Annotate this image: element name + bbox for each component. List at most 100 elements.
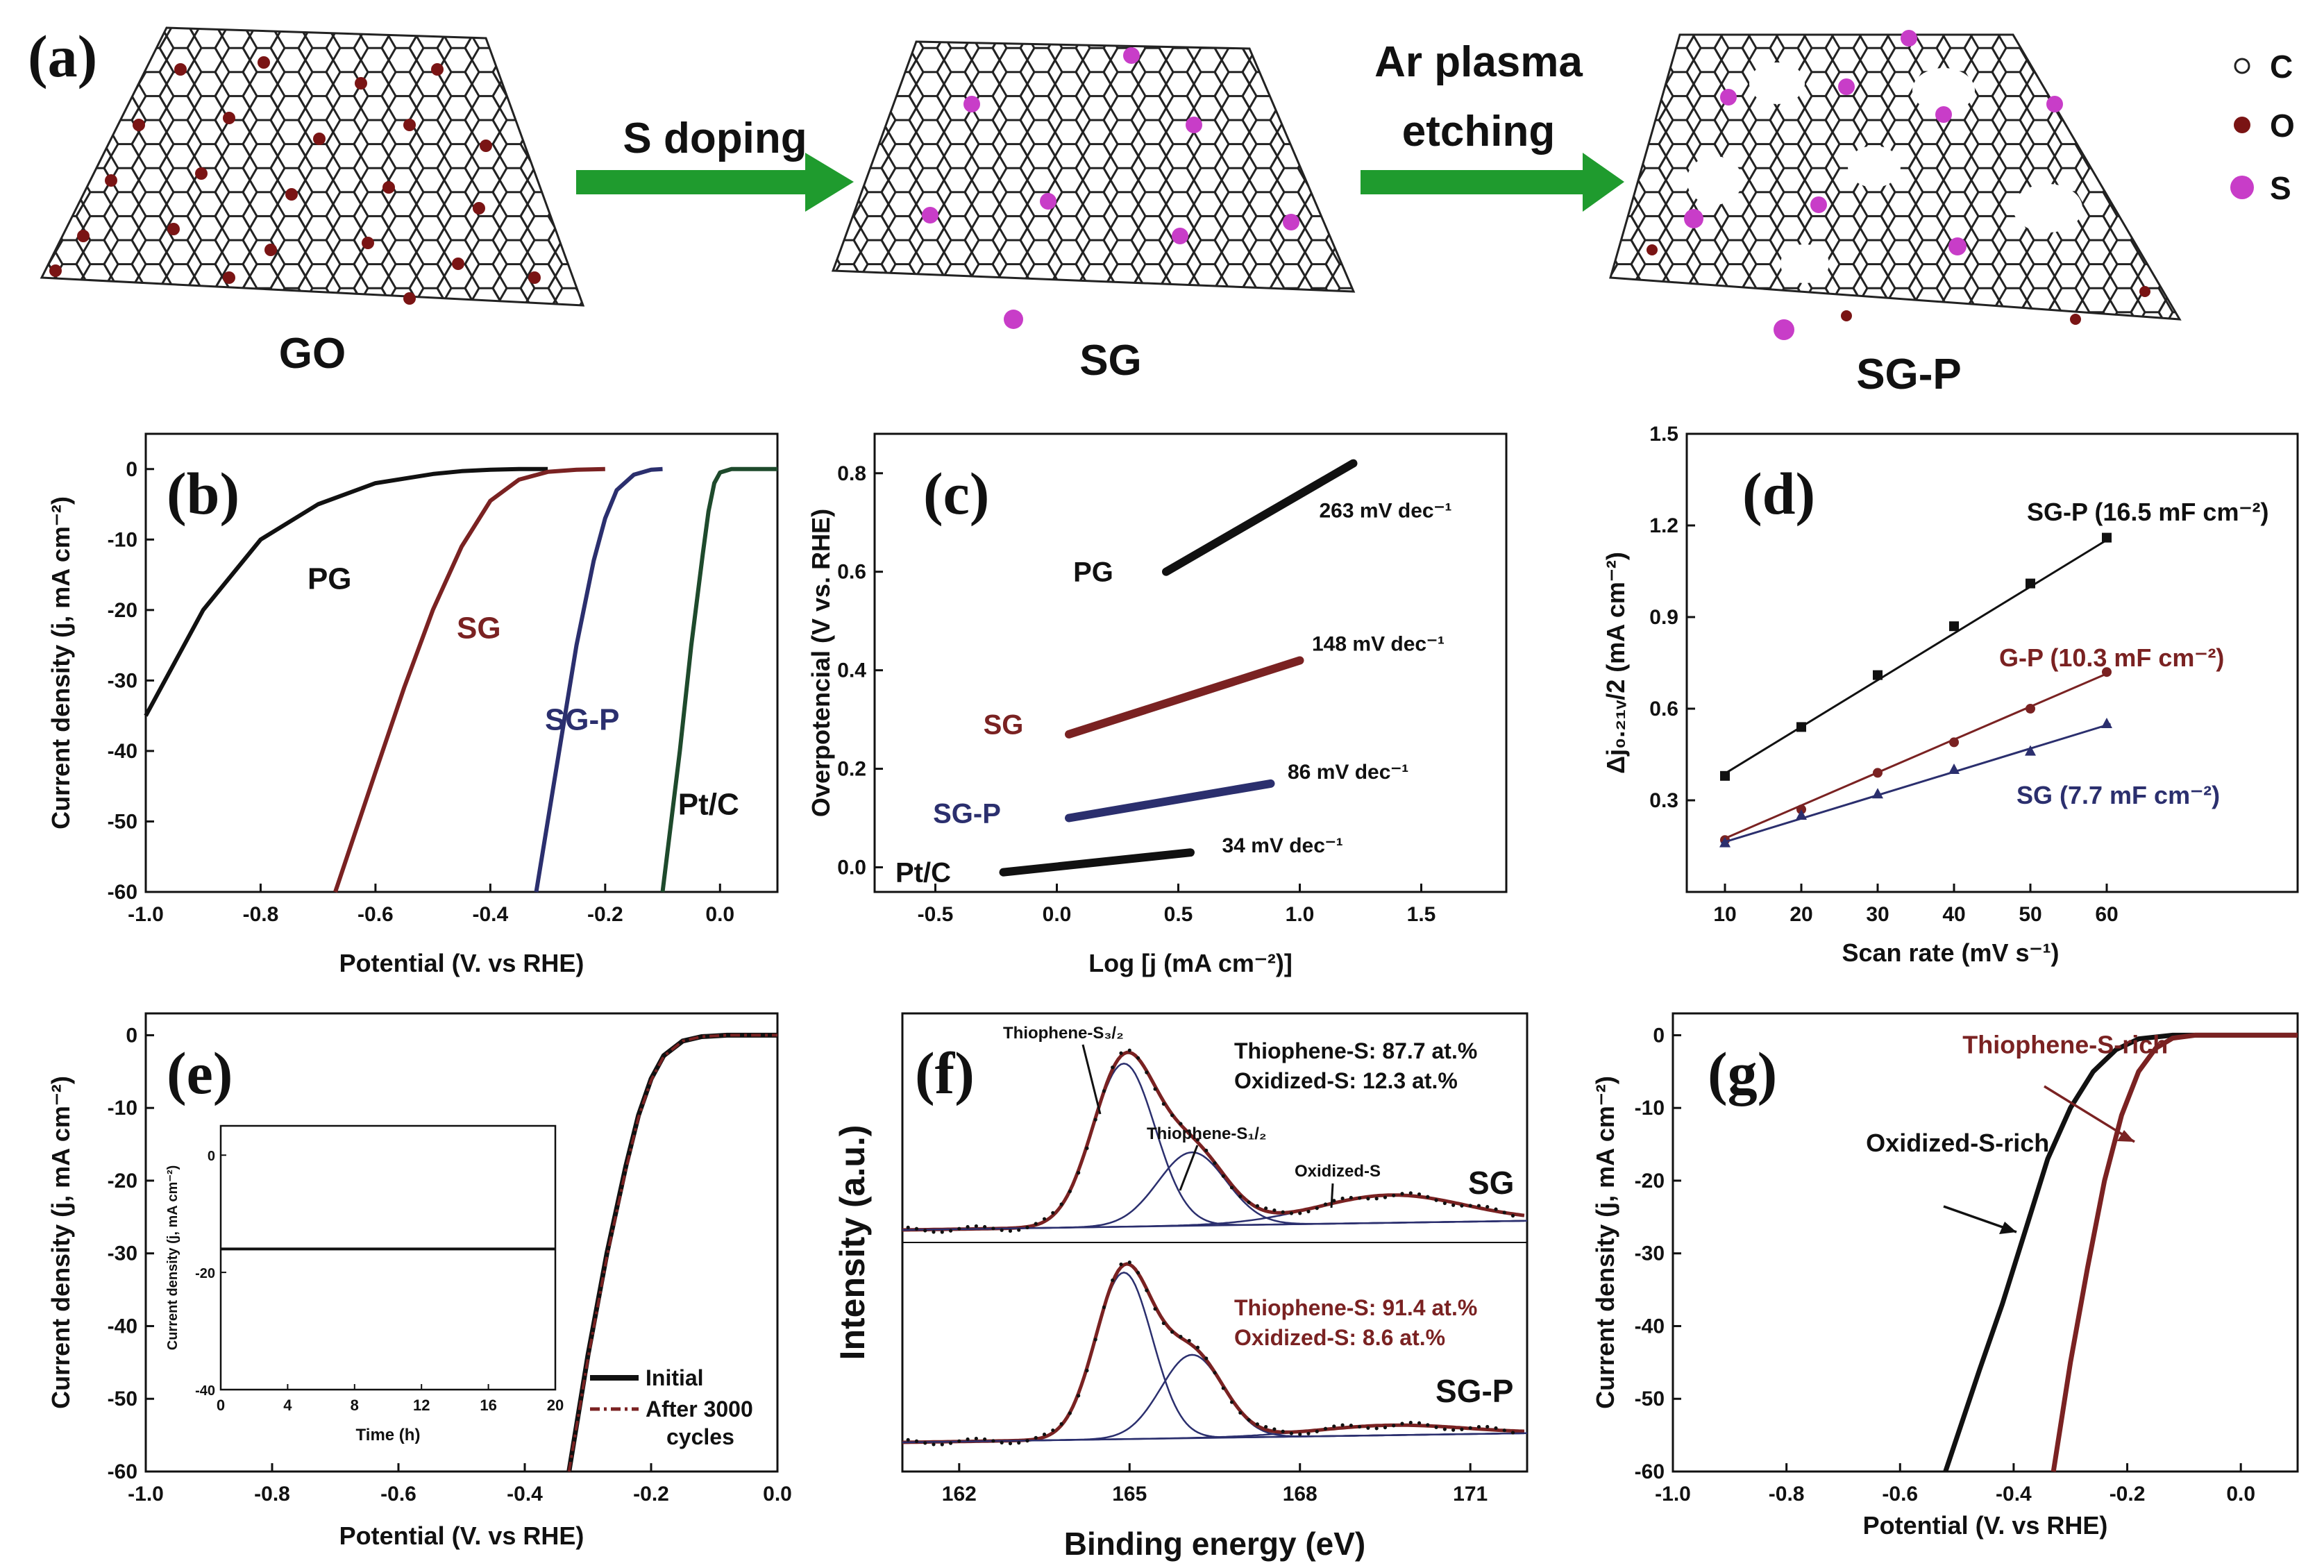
data-point	[1238, 1195, 1243, 1199]
data-point	[991, 1226, 995, 1231]
data-point	[1051, 1211, 1055, 1215]
data-point	[2102, 667, 2112, 677]
data-point	[957, 1226, 961, 1231]
data-point	[1434, 1198, 1438, 1202]
data-point	[1720, 770, 1730, 781]
data-point	[1281, 1210, 1285, 1214]
data-point	[1179, 1122, 1183, 1126]
x-tick-label: -0.2	[2110, 1483, 2146, 1506]
sgp-thiophene-fraction: Thiophene-S: 91.4 at.%	[1234, 1295, 1477, 1320]
fit-envelope	[902, 1262, 1524, 1444]
data-point	[1229, 1400, 1234, 1404]
panel-g-annotations: Oxidized-S-rich Thiophene-S-rich	[1866, 1031, 2168, 1157]
data-point	[914, 1226, 919, 1231]
panel-b-series	[144, 466, 777, 893]
data-point	[1476, 1204, 1481, 1208]
y-tick-label: -30	[108, 1242, 137, 1265]
y-tick-label: -10	[108, 1097, 137, 1120]
x-tick-label: 0.0	[2226, 1483, 2255, 1506]
panel-b-yticks: 0 -10 -20 -30 -40 -50 -60	[108, 458, 154, 904]
panel-c-ylabel: Overpotencial (V vs. RHE)	[807, 509, 835, 817]
y-tick-label: 0	[1653, 1024, 1665, 1047]
fit-line	[1721, 723, 2111, 845]
data-point	[1323, 1426, 1328, 1431]
panel-b-frame	[144, 432, 779, 893]
data-point	[1264, 1424, 1268, 1429]
x-tick-label: -0.6	[380, 1483, 416, 1506]
legend-c: C	[2270, 49, 2293, 85]
series-line-ptc	[660, 466, 777, 893]
arrow1-label: S doping	[623, 115, 807, 162]
data-point	[2025, 745, 2036, 756]
data-point	[1111, 1278, 1115, 1283]
panel-c-series	[999, 459, 1358, 877]
tafel-line	[1065, 656, 1304, 739]
data-point	[1093, 1118, 1097, 1122]
data-point	[1374, 1197, 1379, 1201]
arrow-thiophene-rich	[2044, 1085, 2135, 1143]
panel-d-xlabel: Scan rate (mV s⁻¹)	[1842, 938, 2059, 967]
series-label: Pt/C	[895, 858, 951, 888]
data-point	[1000, 1228, 1004, 1232]
data-point	[983, 1437, 987, 1442]
data-point	[1068, 1411, 1072, 1415]
data-point	[1873, 670, 1883, 680]
x-tick-label: 10	[1713, 903, 1736, 926]
data-point	[1332, 1424, 1336, 1428]
data-point	[1161, 1321, 1165, 1326]
data-point	[1255, 1204, 1259, 1208]
data-point	[1145, 1070, 1149, 1074]
panel-c-xlabel: Log [j (mA cm⁻²)]	[1088, 949, 1292, 977]
panel-e-legend: Initial After 3000 cycles	[590, 1365, 753, 1449]
panel-label-a: (a)	[28, 23, 97, 90]
data-point	[1025, 1225, 1029, 1230]
data-point	[932, 1442, 936, 1447]
data-point	[1392, 1424, 1396, 1428]
y-tick-label: 0.6	[1649, 698, 1678, 720]
data-point	[991, 1439, 995, 1443]
panel-label-e: (e)	[167, 1040, 233, 1106]
x-tick-label: -1.0	[128, 903, 164, 926]
data-point	[1510, 1431, 1515, 1435]
arrow-oxidized	[1330, 1183, 1334, 1208]
y-tick-label: 0.2	[837, 758, 866, 781]
data-point	[1179, 1335, 1183, 1339]
arrow-thio32	[1081, 1044, 1102, 1115]
y-tick-label: 0.9	[1649, 606, 1678, 629]
panel-f: (f) Binding energy (eV) Intensity (a.u.)…	[833, 1012, 1529, 1562]
panel-d-xticks: 10 20 30 40 50 60	[1713, 884, 2119, 926]
data-point	[1502, 1211, 1506, 1215]
data-point	[1332, 1199, 1336, 1203]
y-tick-label: 0	[126, 458, 137, 481]
legend-initial: Initial	[646, 1365, 704, 1390]
y-tick-label: -50	[1635, 1388, 1665, 1410]
x-tick-label: 20	[1790, 903, 1812, 926]
x-tick-label: 40	[1942, 903, 1965, 926]
series-legend-label: G-P (10.3 mF cm⁻²)	[1999, 643, 2224, 672]
y-tick-label: -50	[108, 810, 137, 833]
data-point	[1238, 1410, 1243, 1415]
data-point	[940, 1442, 944, 1447]
data-point	[1145, 1288, 1149, 1292]
panel-c: (c) Log [j (mA cm⁻²)] Overpotencial (V v…	[807, 432, 1508, 977]
panel-e-xticks: -1.0 -0.8 -0.6 -0.4 -0.2 0.0	[128, 1463, 792, 1506]
data-point	[1161, 1102, 1165, 1106]
data-point	[1358, 1196, 1362, 1200]
panel-f-xticks: 162 165 168 171	[942, 1463, 1488, 1506]
polarization-curve	[1943, 1032, 2298, 1473]
data-point	[1111, 1065, 1115, 1070]
label-thiophene-s32: Thiophene-S₃/₂	[1003, 1024, 1124, 1043]
x-tick-label: 171	[1453, 1483, 1488, 1506]
data-point	[1494, 1207, 1498, 1211]
data-point	[1468, 1204, 1472, 1208]
x-tick-label: 1.5	[1407, 903, 1436, 926]
data-point	[1077, 1394, 1081, 1398]
label-sg: SG	[1079, 337, 1142, 385]
data-point	[1796, 722, 1806, 732]
x-tick-label: -0.2	[587, 903, 623, 926]
carbon-atom-icon	[2234, 58, 2250, 74]
data-point	[974, 1436, 978, 1441]
data-point	[1187, 1338, 1191, 1343]
x-tick-label: -0.4	[473, 903, 509, 926]
schematic-panel: (a) GO S doping SG Ar plasma etching	[28, 23, 2295, 398]
